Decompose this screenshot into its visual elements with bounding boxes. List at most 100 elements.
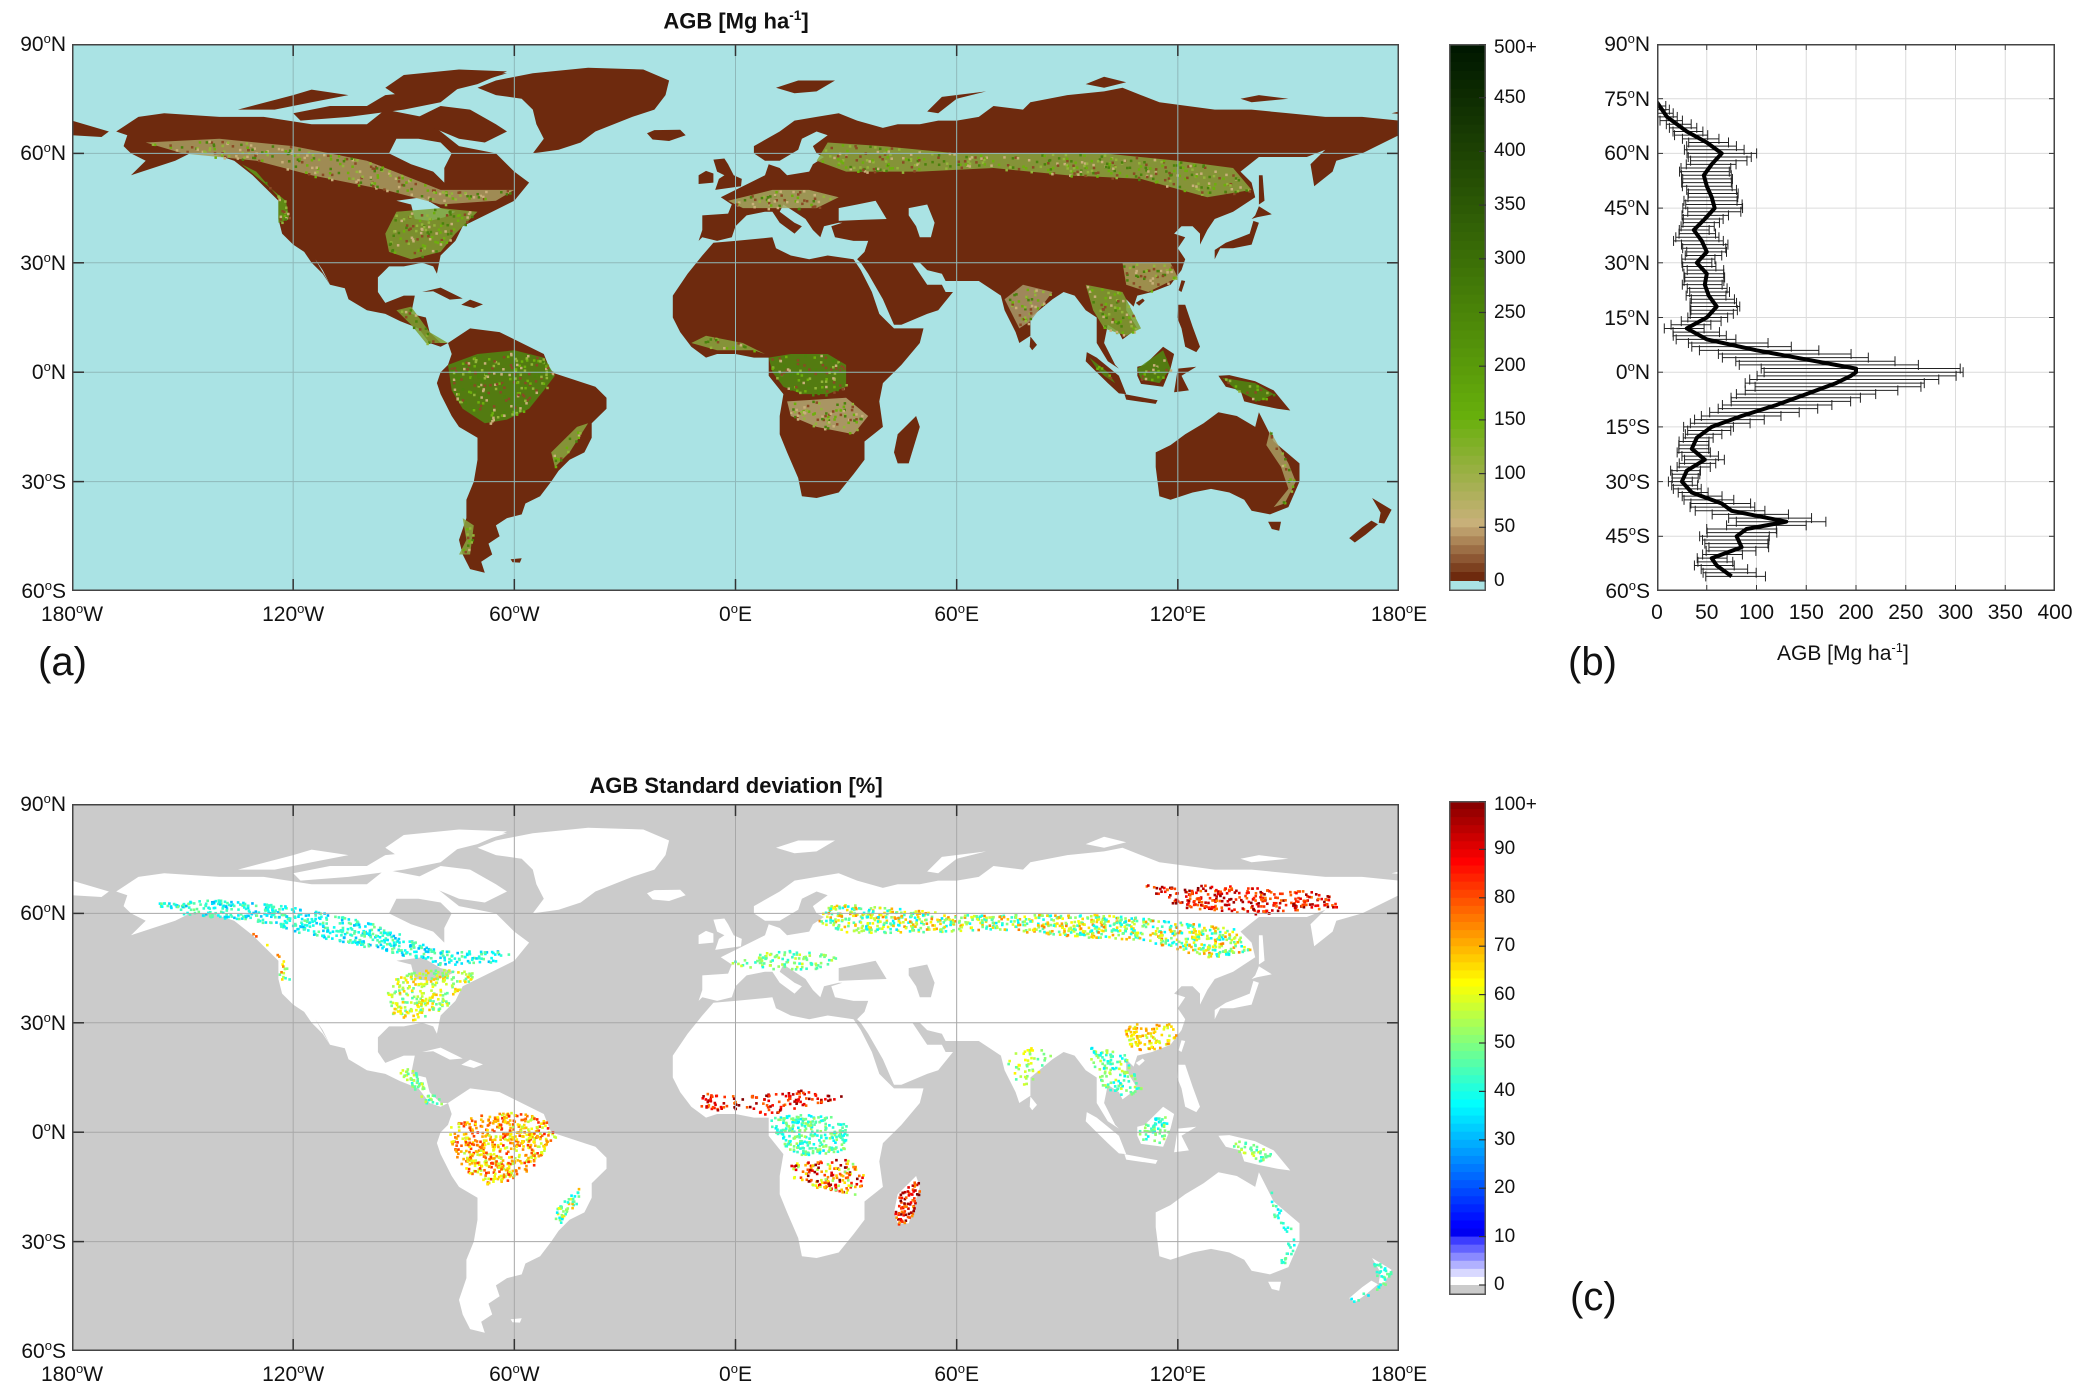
x-tick-label: 60oE	[934, 1361, 979, 1386]
x-tick-label: 120oW	[262, 601, 325, 626]
landmass-canArctic2	[418, 866, 507, 903]
y-tick-label: 0oN	[31, 359, 66, 385]
landmass-hispaniola	[461, 1059, 483, 1068]
y-tick-label: 75oN	[1604, 85, 1650, 111]
landmass-sumatra	[1085, 1112, 1127, 1155]
std-region-3	[449, 1111, 558, 1186]
landmass-japan	[1214, 220, 1259, 260]
biomass-region-chile	[459, 518, 474, 555]
x-tick-label: 180oE	[1370, 601, 1428, 626]
colorbar-tick-label: 500+	[1494, 37, 1537, 58]
panel-c-label: (c)	[1570, 1275, 1617, 1319]
landmass-taiwan	[1178, 1040, 1186, 1052]
agb-colorbar	[1449, 44, 1486, 591]
landmass-sriLanka	[1029, 336, 1037, 351]
black-sea	[838, 200, 887, 221]
std-region-15	[1232, 1140, 1272, 1163]
value-overlay	[145, 138, 1296, 555]
error-bars	[1657, 100, 1964, 582]
y-tick-label: 30oS	[21, 468, 66, 494]
x-tick-label: 60oW	[489, 601, 540, 626]
black-sea	[838, 960, 887, 981]
landmass-ellesmere	[385, 69, 507, 96]
landmass-java	[1124, 394, 1158, 404]
landmass-svalbard	[776, 840, 835, 854]
x-tick-label: 250	[1888, 601, 1924, 624]
landmass-iceland	[647, 129, 686, 141]
colorbar-tick-label: 150	[1494, 408, 1526, 430]
y-tick-label: 30oS	[21, 1228, 66, 1254]
y-tick-label: 60oS	[21, 1338, 66, 1363]
y-tick-label: 60oS	[21, 578, 66, 603]
std-region-17	[1270, 1191, 1296, 1265]
biomass-region-atlanticBR	[551, 423, 589, 467]
colorbar-tick-label: 60	[1494, 983, 1516, 1005]
std-region-11	[731, 949, 838, 971]
panel-a-label: (a)	[38, 640, 87, 684]
landmass-australia	[1155, 412, 1300, 515]
biomass-region-amazon	[448, 350, 555, 424]
landmass-sulawesi	[1174, 366, 1197, 393]
y-tick-label: 30oN	[20, 1009, 66, 1035]
colorbar-tick-label: 300	[1494, 247, 1526, 269]
landmass-taiwan	[1178, 280, 1186, 292]
y-tick-label: 90oN	[20, 31, 66, 56]
landmass-wrangel	[1391, 111, 1399, 114]
colorbar-tick-label: 350	[1494, 194, 1526, 216]
landmass-svalbard	[776, 80, 835, 94]
landmass-hokkaido	[1251, 966, 1272, 979]
landmass-nzNorth	[1372, 498, 1392, 524]
landmass-chukotkaW	[72, 120, 109, 137]
landmass-severnaya	[1085, 836, 1127, 848]
landmass-greenland	[477, 67, 670, 154]
colorbar-tick-label: 0	[1494, 1274, 1505, 1295]
y-tick-label: 15oN	[1604, 304, 1650, 330]
landmass-hispaniola	[461, 299, 483, 308]
landmass-hainan	[1135, 1058, 1145, 1066]
y-tick-label: 30oS	[1605, 468, 1650, 494]
landmass-newSiberian	[1240, 95, 1289, 103]
landmass-falkland	[510, 1318, 522, 1323]
landmass-sriLanka	[1029, 1096, 1037, 1111]
colorbar-tick-label: 70	[1494, 935, 1516, 957]
caspian-sea	[908, 964, 935, 998]
x-tick-label: 120oW	[262, 1361, 325, 1386]
graticule	[72, 804, 1399, 1351]
agb-std-map	[72, 804, 1399, 1351]
x-tick-label: 0	[1651, 601, 1663, 624]
biomass-region-eastUS	[385, 208, 478, 260]
landmass-falkland	[510, 558, 522, 563]
landmass-greenland	[477, 827, 670, 914]
std-region-19	[1350, 1263, 1393, 1303]
x-tick-label: 400	[2037, 601, 2073, 624]
landmass-iceland	[647, 889, 686, 901]
landmass-hudsonBay	[389, 898, 452, 943]
landmass-philippines	[1177, 304, 1200, 353]
map-frame	[72, 804, 1399, 1351]
agb-map	[72, 44, 1399, 591]
x-tick-label: 0oE	[719, 601, 752, 626]
great-lakes	[396, 957, 456, 981]
landmass-madagascar	[894, 416, 920, 464]
landmass-severnaya	[1085, 76, 1127, 88]
y-tick-label: 90oN	[1604, 31, 1650, 56]
panel-c-title: AGB Standard deviation [%]	[589, 773, 883, 798]
value-overlay	[158, 884, 1393, 1303]
x-tick-label: 120oE	[1149, 601, 1206, 626]
std-region-5	[554, 1187, 581, 1224]
std-region-8	[700, 1089, 843, 1116]
colorbar-tick-label: 30	[1494, 1128, 1516, 1150]
landmass-hudsonBay	[389, 138, 452, 183]
landmass-uk	[713, 158, 742, 190]
std-region-4	[399, 1068, 443, 1106]
caspian-sea	[908, 204, 935, 238]
landmass-newSiberian	[1240, 855, 1289, 863]
y-tick-label: 60oS	[1605, 578, 1650, 603]
x-tick-label: 120oE	[1149, 1361, 1206, 1386]
agb-latitude-profile	[1657, 44, 2055, 591]
x-tick-label: 180oE	[1370, 1361, 1428, 1386]
std-region-1	[386, 968, 474, 1022]
std-region-10	[1145, 884, 1339, 916]
x-tick-label: 180oW	[40, 1361, 104, 1386]
colorbar-tick-label: 200	[1494, 355, 1526, 377]
